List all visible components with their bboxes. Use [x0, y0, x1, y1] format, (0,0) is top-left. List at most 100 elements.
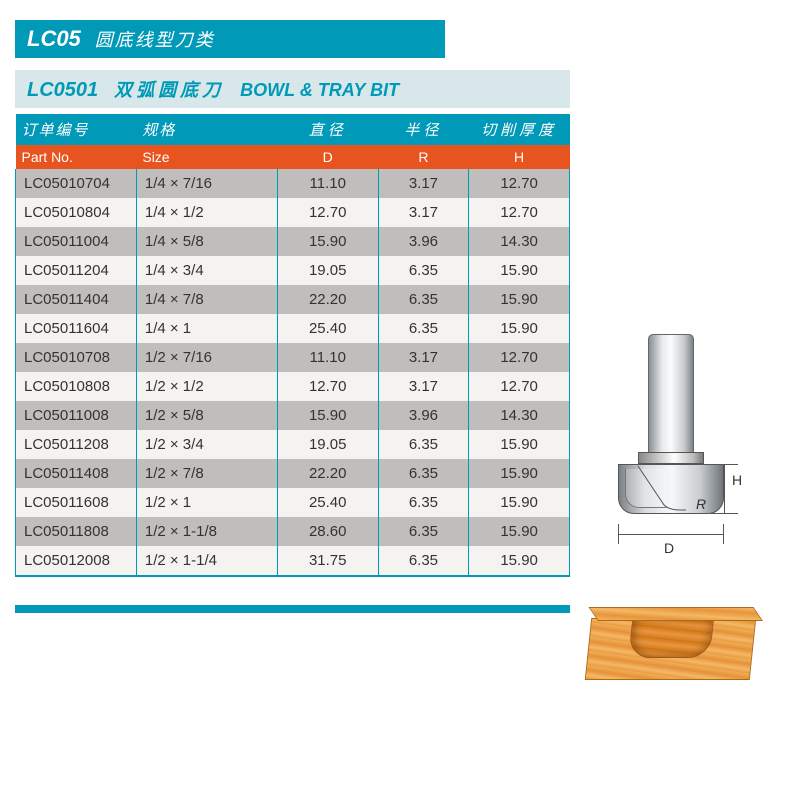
cell-part: LC05010704 — [16, 169, 137, 198]
cell-size: 1/4 × 7/16 — [136, 169, 277, 198]
cell-h: 15.90 — [469, 314, 570, 343]
bit-collar — [638, 452, 704, 464]
cell-d: 19.05 — [277, 256, 378, 285]
cell-part: LC05010708 — [16, 343, 137, 372]
cell-d: 31.75 — [277, 546, 378, 576]
cell-h: 15.90 — [469, 256, 570, 285]
cell-h: 14.30 — [469, 227, 570, 256]
cell-h: 15.90 — [469, 430, 570, 459]
cell-part: LC05011408 — [16, 459, 137, 488]
cell-part: LC05010804 — [16, 198, 137, 227]
bit-diagram: H R D — [588, 334, 763, 564]
cell-d: 25.40 — [277, 488, 378, 517]
cell-size: 1/4 × 7/8 — [136, 285, 277, 314]
cell-r: 3.96 — [378, 227, 469, 256]
cell-size: 1/4 × 3/4 — [136, 256, 277, 285]
cell-r: 6.35 — [378, 430, 469, 459]
dimension-line-h — [724, 464, 725, 514]
header-row-cn: 订单编号 规格 直径 半径 切削厚度 — [16, 114, 570, 145]
dimension-label-d: D — [664, 540, 674, 556]
cell-h: 15.90 — [469, 546, 570, 576]
cell-r: 3.17 — [378, 169, 469, 198]
table-underline — [15, 605, 570, 613]
table-row: LC050107081/2 × 7/1611.103.1712.70 — [16, 343, 570, 372]
hdr-cn-part: 订单编号 — [16, 114, 137, 145]
table-row: LC050110081/2 × 5/815.903.9614.30 — [16, 401, 570, 430]
cell-part: LC05011204 — [16, 256, 137, 285]
cell-r: 3.17 — [378, 198, 469, 227]
cell-d: 22.20 — [277, 459, 378, 488]
cell-part: LC05011608 — [16, 488, 137, 517]
cell-r: 6.35 — [378, 459, 469, 488]
hdr-en-h: H — [469, 145, 570, 169]
cell-part: LC05011004 — [16, 227, 137, 256]
cell-size: 1/2 × 7/16 — [136, 343, 277, 372]
cell-h: 15.90 — [469, 488, 570, 517]
cell-part: LC05011208 — [16, 430, 137, 459]
dimension-label-r: R — [696, 496, 706, 512]
cell-d: 28.60 — [277, 517, 378, 546]
cell-d: 19.05 — [277, 430, 378, 459]
table-row: LC050116081/2 × 125.406.3515.90 — [16, 488, 570, 517]
table-row: LC050114041/4 × 7/822.206.3515.90 — [16, 285, 570, 314]
table-row: LC050112041/4 × 3/419.056.3515.90 — [16, 256, 570, 285]
product-name-en: BOWL & TRAY BIT — [240, 80, 399, 101]
cell-r: 3.96 — [378, 401, 469, 430]
dimension-line-d — [618, 534, 724, 535]
category-name-cn: 圆底线型刀类 — [95, 26, 215, 52]
table-row: LC050108041/4 × 1/212.703.1712.70 — [16, 198, 570, 227]
hdr-en-d: D — [277, 145, 378, 169]
cell-r: 6.35 — [378, 546, 469, 576]
cell-d: 11.10 — [277, 169, 378, 198]
cell-size: 1/4 × 5/8 — [136, 227, 277, 256]
table-row: LC050116041/4 × 125.406.3515.90 — [16, 314, 570, 343]
table-row: LC050107041/4 × 7/1611.103.1712.70 — [16, 169, 570, 198]
wood-block — [585, 618, 757, 680]
cell-d: 15.90 — [277, 401, 378, 430]
spec-table-body: LC050107041/4 × 7/1611.103.1712.70LC0501… — [16, 169, 570, 576]
cell-part: LC05011604 — [16, 314, 137, 343]
cell-size: 1/2 × 1-1/8 — [136, 517, 277, 546]
cell-d: 12.70 — [277, 198, 378, 227]
table-row: LC050108081/2 × 1/212.703.1712.70 — [16, 372, 570, 401]
cell-d: 22.20 — [277, 285, 378, 314]
cell-h: 15.90 — [469, 285, 570, 314]
hdr-en-r: R — [378, 145, 469, 169]
table-row: LC050114081/2 × 7/822.206.3515.90 — [16, 459, 570, 488]
hdr-cn-d: 直径 — [277, 114, 378, 145]
cell-part: LC05011404 — [16, 285, 137, 314]
cell-r: 6.35 — [378, 256, 469, 285]
cell-d: 11.10 — [277, 343, 378, 372]
product-name-cn: 双弧圆底刀 — [114, 76, 224, 102]
hdr-cn-r: 半径 — [378, 114, 469, 145]
cell-h: 12.70 — [469, 198, 570, 227]
cell-size: 1/2 × 3/4 — [136, 430, 277, 459]
cell-d: 25.40 — [277, 314, 378, 343]
hdr-en-part: Part No. — [16, 145, 137, 169]
table-row: LC050120081/2 × 1-1/431.756.3515.90 — [16, 546, 570, 576]
cell-part: LC05010808 — [16, 372, 137, 401]
cell-h: 15.90 — [469, 459, 570, 488]
cell-size: 1/4 × 1 — [136, 314, 277, 343]
bit-shank — [648, 334, 694, 454]
product-code: LC0501 — [27, 79, 98, 102]
dimension-label-h: H — [732, 472, 742, 488]
cell-size: 1/2 × 1/2 — [136, 372, 277, 401]
diagram-column: H R D — [588, 114, 763, 680]
cell-r: 6.35 — [378, 517, 469, 546]
table-row: LC050110041/4 × 5/815.903.9614.30 — [16, 227, 570, 256]
product-banner: LC0501 双弧圆底刀 BOWL & TRAY BIT — [15, 70, 570, 108]
cell-d: 12.70 — [277, 372, 378, 401]
cell-r: 3.17 — [378, 343, 469, 372]
cell-size: 1/2 × 7/8 — [136, 459, 277, 488]
cell-size: 1/2 × 5/8 — [136, 401, 277, 430]
cell-h: 12.70 — [469, 372, 570, 401]
cell-h: 15.90 — [469, 517, 570, 546]
bit-head — [618, 464, 724, 514]
cell-part: LC05011008 — [16, 401, 137, 430]
hdr-cn-size: 规格 — [136, 114, 277, 145]
cell-part: LC05012008 — [16, 546, 137, 576]
cell-r: 6.35 — [378, 314, 469, 343]
wood-groove — [628, 618, 714, 658]
header-row-en: Part No. Size D R H — [16, 145, 570, 169]
